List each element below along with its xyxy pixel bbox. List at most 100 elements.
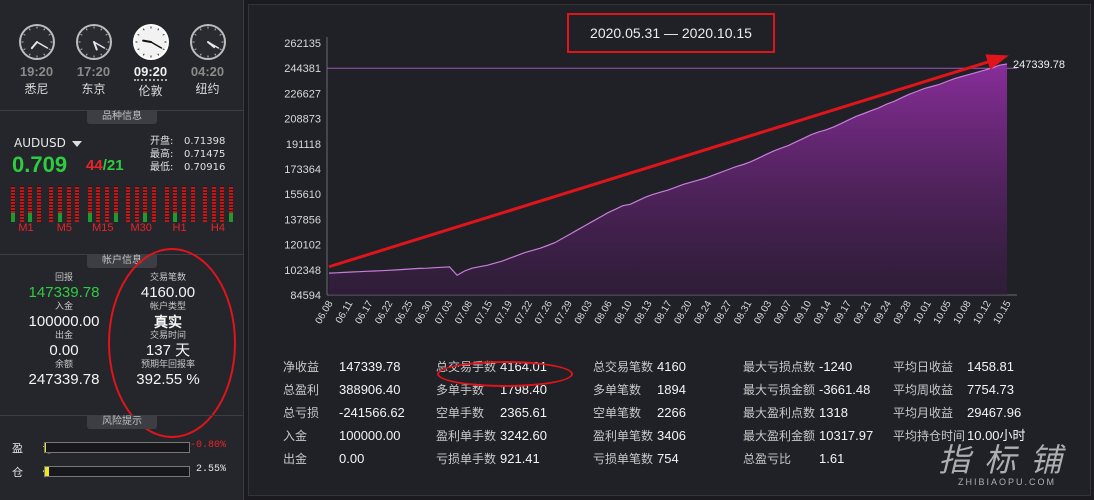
- stat-row: 盈利单手数 3242.60: [436, 424, 547, 447]
- clock-city: 伦敦: [138, 84, 163, 98]
- x-tick-label: 09.07: [772, 299, 794, 327]
- x-tick-label: 10.08: [952, 299, 974, 327]
- clock-newyork: 04:20 纽约: [182, 22, 234, 102]
- stat-key: 最大亏损点数: [743, 360, 816, 374]
- clock-icon: [132, 24, 169, 60]
- stat-row: 空单笔数 2266: [593, 401, 686, 424]
- clock-time: 04:20: [190, 64, 225, 79]
- stat-value: 7754.73: [967, 382, 1014, 397]
- open-label: 开盘:: [150, 136, 174, 147]
- price-main: 0.709: [12, 152, 68, 177]
- strength-bar-group: [11, 184, 41, 222]
- x-tick-label: 08.13: [633, 299, 655, 327]
- stat-row: 总盈亏比 1.61: [743, 447, 873, 470]
- stat-key: 最大盈利点数: [743, 406, 816, 420]
- x-tick-label: 07.08: [453, 299, 475, 327]
- clock-minute-hand: [92, 41, 105, 49]
- stat-value: -241566.62: [339, 405, 405, 420]
- stat-key: 总亏损: [283, 406, 320, 420]
- tf-m1[interactable]: M1: [18, 222, 34, 234]
- tf-h1[interactable]: H1: [172, 222, 187, 234]
- stats-column: 总交易笔数 4160 多单笔数 1894 空单笔数 2266 盈利单笔数 3406 亏损单笔数 7…: [593, 355, 686, 470]
- x-tick-label: 06.30: [413, 299, 435, 327]
- clock-hour-hand: [141, 39, 152, 43]
- x-tick-label: 08.06: [593, 299, 615, 327]
- world-clocks: 19:20 悉尼 17:20 东京 09:20 伦敦 04:20 纽约: [8, 22, 236, 102]
- x-tick-label: 07.19: [493, 299, 515, 327]
- x-tick-label: 09.03: [752, 299, 774, 327]
- position-label: 仓 位: [12, 466, 62, 479]
- x-tick-label: 08.17: [653, 299, 675, 327]
- trend-arrow-line: [328, 55, 1006, 269]
- return-label: 回报: [54, 273, 73, 283]
- high-label: 最高:: [150, 149, 174, 160]
- stat-row: 总盈利 388906.40: [283, 378, 405, 401]
- clock-minute-hand: [206, 41, 219, 49]
- stat-value: 1318: [819, 405, 848, 420]
- open-value: 0.71398: [184, 136, 226, 147]
- risk-position-row: 仓 位 2.55%: [10, 464, 236, 479]
- y-tick-label: 262135: [284, 38, 321, 50]
- x-tick-label: 07.29: [553, 299, 575, 327]
- price-fraction: 44/21: [86, 157, 124, 174]
- stat-key: 出金: [283, 452, 308, 466]
- stat-key: 平均日收益: [893, 360, 954, 374]
- stat-key: 最大盈利金额: [743, 429, 816, 443]
- strength-bar-group: [87, 184, 118, 222]
- stat-key: 空单手数: [436, 406, 485, 420]
- withdraw-label: 出金: [54, 331, 73, 341]
- clock-tokyo: 17:20 东京: [68, 22, 120, 102]
- risk-profit-row: 盈 亏 -0.80%: [10, 440, 236, 455]
- withdraw-value: 0.00: [49, 342, 79, 359]
- position-track: [44, 466, 190, 477]
- stat-row: 亏损单手数 921.41: [436, 447, 547, 470]
- stat-row: 净收益 147339.78: [283, 355, 405, 378]
- stat-value: 1894: [657, 382, 686, 397]
- stat-value: 10.00小时: [967, 428, 1026, 443]
- section-header-risk: 风险提示: [0, 415, 244, 429]
- chart-title: 2020.05.31 — 2020.10.15: [567, 13, 775, 53]
- low-label: 最低:: [150, 162, 174, 173]
- x-tick-label: 09.24: [872, 299, 894, 327]
- highlight-ellipse: [108, 248, 236, 438]
- y-tick-label: 102348: [284, 265, 321, 277]
- x-tick-label: 06.11: [334, 299, 356, 326]
- account-left-column: 回报 147339.78 入金 100000.00 出金 0.00 余额 247339.…: [14, 273, 114, 389]
- tf-m15[interactable]: M15: [92, 222, 114, 234]
- tf-m5[interactable]: M5: [56, 222, 73, 234]
- stat-key: 盈利单手数: [436, 429, 497, 443]
- x-tick-label: 06.17: [353, 299, 375, 327]
- low-value: 0.70916: [184, 162, 226, 173]
- stat-value: 10317.97: [819, 428, 874, 443]
- return-value: 147339.78: [28, 284, 100, 301]
- stat-value: 2266: [657, 405, 686, 420]
- stat-key: 多单笔数: [593, 383, 642, 397]
- x-tick-label: 08.27: [712, 299, 734, 327]
- stat-value: 388906.40: [339, 382, 401, 397]
- stat-key: 盈利单笔数: [593, 429, 654, 443]
- stat-key: 最大亏损金额: [743, 383, 816, 397]
- section-header-instrument: 品种信息: [0, 110, 244, 124]
- x-tick-label: 08.24: [692, 299, 714, 327]
- stat-row: 总交易笔数 4160: [593, 355, 686, 378]
- position-fill: [45, 467, 49, 476]
- stat-key: 平均周收益: [893, 383, 954, 397]
- stat-key: 平均持仓时间: [893, 429, 966, 443]
- high-value: 0.71475: [184, 149, 226, 160]
- symbol-selector[interactable]: AUDUSD: [14, 136, 82, 150]
- stat-value: 29467.96: [967, 405, 1022, 420]
- section-title: 风险提示: [87, 415, 157, 429]
- y-tick-label: 191118: [286, 139, 321, 151]
- stat-value: 0.00: [339, 451, 365, 466]
- last-value-label: 247339.78: [1013, 59, 1065, 71]
- tf-m30[interactable]: M30: [130, 222, 152, 234]
- strength-bar-group: [202, 184, 233, 222]
- stat-row: 多单笔数 1894: [593, 378, 686, 401]
- stat-row: 最大亏损金额 -3661.48: [743, 378, 873, 401]
- stat-value: 3242.60: [500, 428, 547, 443]
- stats-column: 最大亏损点数 -1240 最大亏损金额 -3661.48 最大盈利点数 1318 最大盈利金…: [743, 355, 873, 470]
- tf-h4[interactable]: H4: [210, 222, 225, 234]
- section-title: 品种信息: [87, 110, 157, 124]
- strength-bar-group: [164, 184, 195, 222]
- clock-minute-hand: [35, 41, 48, 49]
